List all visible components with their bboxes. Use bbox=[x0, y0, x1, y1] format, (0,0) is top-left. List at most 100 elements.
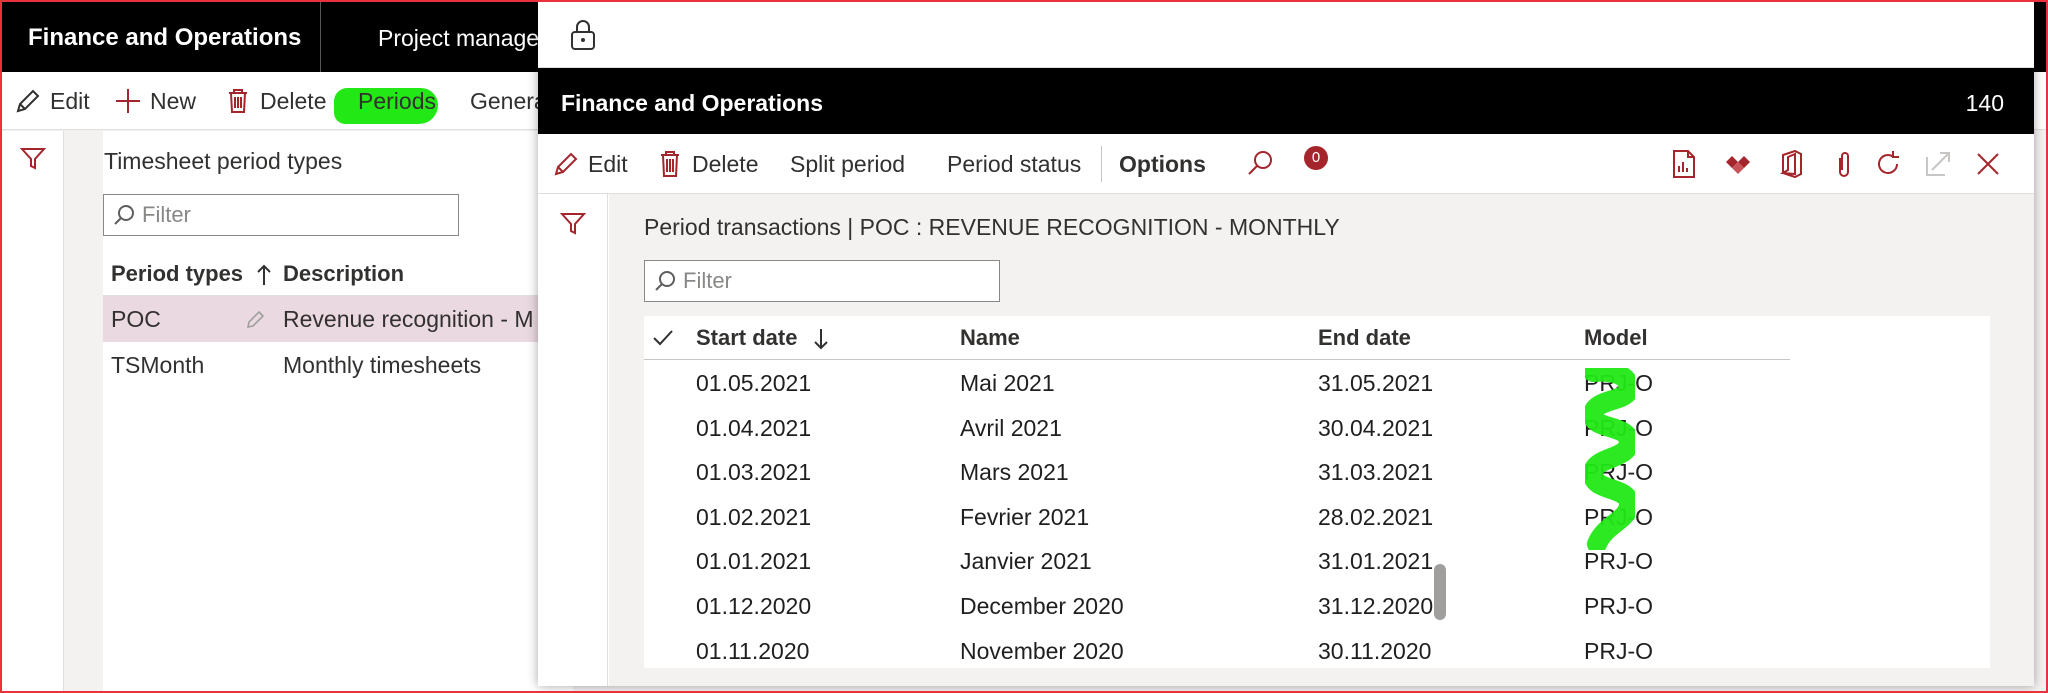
column-header-name[interactable]: Name bbox=[960, 325, 1020, 350]
start-date-cell: 01.03.2021 bbox=[696, 459, 812, 486]
table-row[interactable]: POC Revenue recognition - M bbox=[103, 296, 573, 342]
name-cell: November 2020 bbox=[960, 637, 1124, 664]
period-types-grid-header: Period types Description bbox=[103, 252, 573, 296]
end-date-cell: 31.01.2021 bbox=[1318, 548, 1434, 575]
plus-icon bbox=[114, 87, 142, 115]
start-date-header-label: Start date bbox=[696, 325, 798, 350]
periods-highlight-mark bbox=[334, 88, 438, 124]
report-icon[interactable] bbox=[1668, 148, 1700, 180]
description-cell: Revenue recognition - M bbox=[283, 306, 534, 332]
background-app-title[interactable]: Finance and Operations bbox=[28, 24, 302, 51]
column-header-end-date[interactable]: End date bbox=[1318, 325, 1411, 350]
search-icon[interactable] bbox=[1244, 148, 1276, 180]
filter-placeholder: Filter bbox=[142, 202, 191, 227]
search-icon bbox=[653, 269, 677, 293]
options-tab[interactable]: Options bbox=[1119, 150, 1206, 177]
grid-scrollbar-thumb[interactable] bbox=[1434, 564, 1446, 620]
company-indicator[interactable]: 140 bbox=[1965, 90, 2004, 116]
new-button[interactable]: New bbox=[114, 72, 196, 130]
periods-button[interactable]: Periods bbox=[358, 72, 436, 130]
end-date-cell: 31.05.2021 bbox=[1318, 370, 1434, 396]
action-separator bbox=[1101, 146, 1102, 182]
dialog-action-bar: Edit Delete Split period Period status O… bbox=[538, 134, 2034, 194]
pencil-icon bbox=[14, 87, 42, 115]
start-date-cell: 01.01.2021 bbox=[696, 548, 812, 575]
page-caption: Period transactions | POC : REVENUE RECO… bbox=[644, 214, 1340, 240]
model-cell: PRJ-O bbox=[1584, 593, 1653, 619]
filter-funnel-icon[interactable] bbox=[20, 147, 46, 171]
office-icon[interactable] bbox=[1776, 148, 1808, 180]
trash-icon bbox=[656, 149, 684, 179]
start-date-cell: 01.04.2021 bbox=[696, 414, 812, 441]
model-cell: PRJ-O bbox=[1584, 637, 1653, 664]
nav-divider bbox=[320, 0, 321, 72]
filter-funnel-icon[interactable] bbox=[560, 212, 586, 236]
period-type-cell: TSMonth bbox=[111, 352, 205, 378]
start-date-cell: 01.02.2021 bbox=[696, 503, 812, 530]
start-date-cell: 01.05.2021 bbox=[696, 370, 812, 396]
edit-label: Edit bbox=[50, 87, 90, 114]
general-tab[interactable]: Genera bbox=[470, 72, 547, 130]
name-cell: Avril 2021 bbox=[960, 414, 1062, 441]
table-row[interactable]: 01.11.2020 November 2020 30.11.2020 PRJ-… bbox=[644, 629, 1790, 668]
column-header-period-types[interactable]: Period types bbox=[111, 252, 271, 298]
lock-icon bbox=[568, 18, 598, 52]
table-row[interactable]: 01.04.2021 Avril 2021 30.04.2021 PRJ-O bbox=[644, 406, 1790, 451]
table-row[interactable]: 01.05.2021 Mai 2021 31.05.2021 PRJ-O bbox=[644, 361, 1790, 406]
select-all-checkmark-icon[interactable] bbox=[652, 327, 674, 349]
background-filter-rail bbox=[0, 131, 64, 693]
name-cell: Mars 2021 bbox=[960, 459, 1069, 486]
delete-button[interactable]: Delete bbox=[224, 72, 326, 130]
search-icon bbox=[112, 203, 136, 227]
name-cell: Mai 2021 bbox=[960, 370, 1055, 396]
period-transactions-grid: Start date Name End date Model 01.05.202… bbox=[644, 316, 1990, 668]
column-header-model[interactable]: Model bbox=[1584, 325, 1648, 350]
dialog-header: Finance and Operations 140 bbox=[538, 68, 2034, 134]
period-transactions-filter-input[interactable]: Filter bbox=[644, 260, 1000, 302]
module-breadcrumb[interactable]: Project manager bbox=[378, 25, 547, 51]
sort-arrow-up-icon bbox=[257, 264, 271, 286]
delete-label: Delete bbox=[260, 87, 327, 114]
general-label: Genera bbox=[470, 87, 547, 114]
end-date-cell: 31.12.2020 bbox=[1318, 593, 1434, 619]
refresh-icon[interactable] bbox=[1872, 148, 1904, 180]
power-apps-icon[interactable] bbox=[1722, 148, 1754, 180]
edit-pencil-icon bbox=[245, 308, 267, 330]
period-types-header-label: Period types bbox=[111, 261, 244, 286]
dialog-app-title: Finance and Operations bbox=[561, 90, 823, 116]
name-cell: December 2020 bbox=[960, 593, 1124, 619]
table-row[interactable]: 01.01.2021 Janvier 2021 31.01.2021 PRJ-O bbox=[644, 539, 1790, 584]
periods-label: Periods bbox=[358, 87, 436, 114]
dialog-delete-label: Delete bbox=[692, 150, 759, 177]
dialog-edit-label: Edit bbox=[588, 150, 628, 177]
column-header-start-date[interactable]: Start date bbox=[696, 316, 828, 360]
period-status-button[interactable]: Period status bbox=[947, 150, 1082, 177]
attachment-count-badge: 0 bbox=[1304, 146, 1328, 170]
attachments-icon[interactable] bbox=[1828, 148, 1860, 180]
dialog-delete-button[interactable]: Delete bbox=[656, 134, 758, 194]
period-types-filter-input[interactable]: Filter bbox=[103, 194, 459, 236]
end-date-cell: 28.02.2021 bbox=[1318, 503, 1434, 530]
start-date-cell: 01.12.2020 bbox=[696, 593, 812, 619]
end-date-cell: 30.04.2021 bbox=[1318, 414, 1434, 441]
table-row[interactable]: 01.12.2020 December 2020 31.12.2020 PRJ-… bbox=[644, 584, 1790, 629]
split-period-button[interactable]: Split period bbox=[790, 150, 906, 177]
start-date-cell: 01.11.2020 bbox=[696, 637, 810, 664]
filter-placeholder: Filter bbox=[683, 268, 732, 293]
dialog-top-bar bbox=[538, 0, 2034, 68]
pencil-icon bbox=[552, 150, 580, 178]
edit-button[interactable]: Edit bbox=[14, 72, 90, 130]
model-cell: PRJ-O bbox=[1584, 548, 1653, 575]
trash-icon bbox=[224, 87, 252, 115]
description-cell: Monthly timesheets bbox=[283, 352, 482, 378]
new-label: New bbox=[150, 87, 197, 114]
close-icon[interactable] bbox=[1972, 148, 2004, 180]
table-row[interactable]: TSMonth Monthly timesheets bbox=[103, 342, 573, 388]
open-in-new-window-icon[interactable] bbox=[1922, 148, 1954, 180]
sort-arrow-down-icon bbox=[813, 328, 828, 350]
name-cell: Fevrier 2021 bbox=[960, 503, 1090, 530]
dialog-edit-button[interactable]: Edit bbox=[552, 134, 628, 194]
model-highlight-mark bbox=[1585, 368, 1635, 550]
period-transactions-dialog: Finance and Operations 140 Edit Delete S… bbox=[538, 0, 2034, 686]
column-header-description[interactable]: Description bbox=[283, 261, 405, 286]
